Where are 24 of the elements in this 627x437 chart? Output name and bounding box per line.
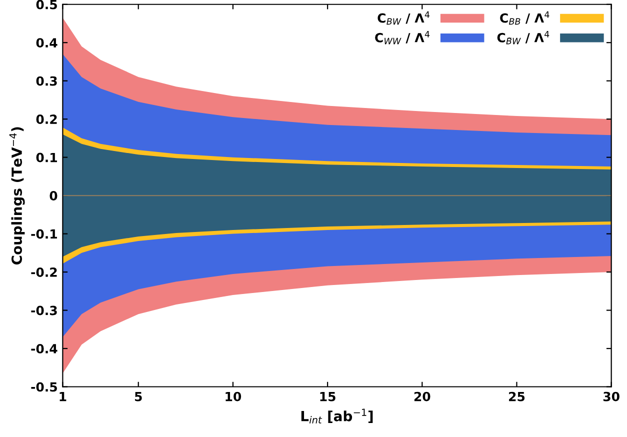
y-tick-label: 0.2 — [36, 114, 57, 124]
y-tick-label: 0.5 — [36, 0, 57, 10]
y-tick-label: 0.4 — [36, 38, 58, 48]
y-tick-label: 0.3 — [36, 76, 57, 86]
legend-label: C$_{BW}$ / Λ$^{4}$ — [378, 11, 430, 25]
x-tick-label: 5 — [134, 392, 142, 402]
x-axis-title: L$_{int}$ [ab$^{−1}$] — [301, 408, 373, 424]
y-axis-title: Couplings (TeV$^{−4}$) — [9, 127, 25, 265]
legend-label: C$_{B̃W}$ / Λ$^{4}$ — [497, 31, 550, 44]
y-tick-label: -0.2 — [31, 268, 57, 277]
y-tick-label: -0.4 — [31, 344, 58, 354]
y-tick-label: -0.3 — [31, 306, 57, 316]
legend-label: C$_{BB}$ / Λ$^{4}$ — [500, 11, 550, 25]
y-tick-label: -0.5 — [31, 382, 57, 392]
x-tick-label: 15 — [320, 392, 336, 402]
y-tick-label: 0 — [50, 191, 58, 200]
x-tick-label: 20 — [414, 392, 430, 402]
x-tick-label: 1 — [60, 392, 66, 402]
x-tick-label: 25 — [509, 392, 525, 402]
x-tick-label: 30 — [603, 392, 620, 402]
y-tick-label: -0.1 — [31, 229, 57, 239]
x-tick-label: 10 — [226, 392, 242, 402]
y-tick-label: 0.1 — [36, 152, 57, 162]
legend-label: C$_{WW}$ / Λ$^{4}$ — [375, 31, 430, 44]
